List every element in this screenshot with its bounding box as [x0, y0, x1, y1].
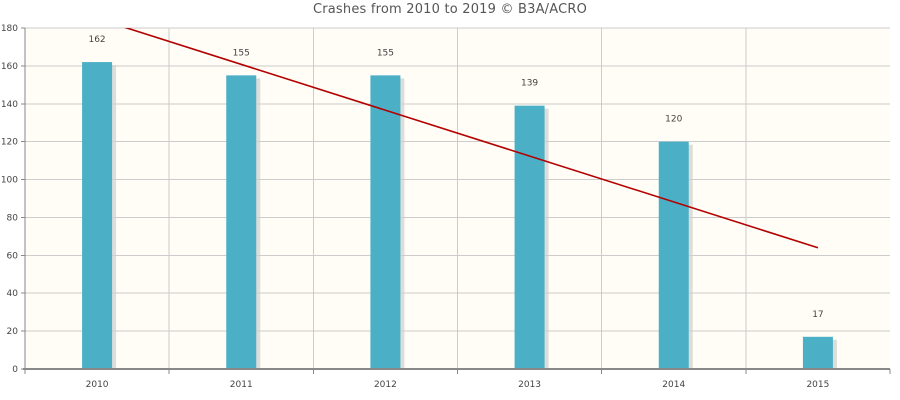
axes: 0 20 40 60 80 100 120 140 160 180 2010 2011 2012 2013… [1, 24, 891, 390]
data-label: 17 [812, 310, 823, 320]
bar [370, 75, 401, 369]
bars [82, 62, 837, 369]
x-tick-label: 2013 [518, 380, 541, 390]
trend-line [124, 28, 819, 249]
y-tick-label: 40 [7, 289, 19, 299]
trend-line-group [124, 28, 819, 249]
data-label: 162 [88, 35, 105, 45]
x-tick-label: 2011 [230, 380, 253, 390]
x-tick-label: 2012 [374, 380, 397, 390]
y-tick-label: 80 [7, 213, 19, 223]
bar [514, 105, 545, 369]
data-label: 139 [521, 79, 538, 89]
chart-title: Crashes from 2010 to 2019 © B3A/ACRO [312, 2, 588, 17]
y-tick-label: 180 [1, 24, 18, 34]
data-label: 155 [377, 48, 394, 58]
y-tick-label: 140 [1, 100, 18, 110]
y-tick-label: 100 [1, 176, 18, 186]
data-labels: 162 155 155 139 120 17 [88, 35, 823, 320]
bar [802, 336, 833, 369]
y-tick-label: 20 [7, 327, 19, 337]
y-tick-label: 160 [1, 62, 18, 72]
x-tick-label: 2014 [662, 380, 685, 390]
y-tick-label: 120 [1, 138, 18, 148]
data-label: 155 [233, 48, 250, 58]
x-tick-label: 2010 [86, 380, 109, 390]
y-tick-label: 60 [7, 251, 19, 261]
bar [658, 141, 689, 369]
data-label: 120 [665, 115, 682, 125]
x-tick-label: 2015 [806, 380, 829, 390]
bar [82, 62, 113, 369]
y-tick-label: 0 [12, 365, 18, 375]
bar [226, 75, 257, 369]
